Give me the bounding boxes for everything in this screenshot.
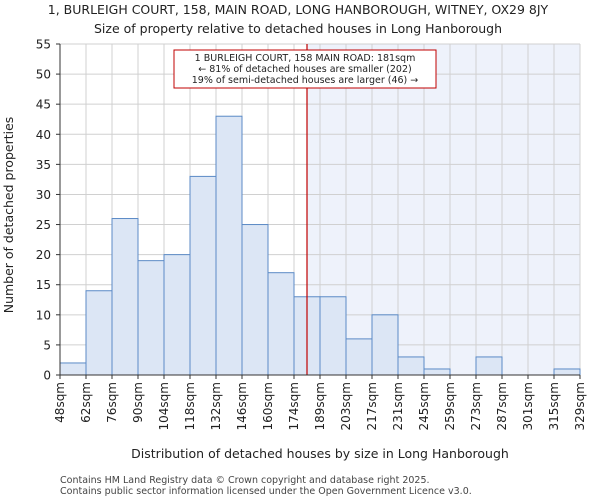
footer-line2: Contains public sector information licen… bbox=[60, 486, 472, 497]
x-tick-label: 104sqm bbox=[157, 382, 171, 430]
histogram-bar bbox=[267, 272, 295, 376]
y-tick-label: 55 bbox=[36, 38, 51, 52]
x-tick-label: 48sqm bbox=[53, 382, 67, 423]
x-tick-label: 329sqm bbox=[573, 382, 587, 430]
x-tick-label: 203sqm bbox=[339, 382, 353, 430]
y-tick-label: 25 bbox=[36, 218, 51, 232]
histogram-bar bbox=[397, 356, 425, 376]
y-tick-label: 50 bbox=[36, 68, 51, 82]
chart-title-line2: Size of property relative to detached ho… bbox=[94, 21, 502, 36]
annotation-line1: 1 BURLEIGH COURT, 158 MAIN ROAD: 181sqm bbox=[195, 53, 416, 64]
histogram-bar bbox=[163, 254, 191, 376]
annotation-line3: 19% of semi-detached houses are larger (… bbox=[192, 75, 419, 86]
histogram-bar bbox=[215, 115, 243, 376]
x-axis-label: Distribution of detached houses by size … bbox=[131, 446, 509, 461]
histogram-bar bbox=[241, 224, 269, 376]
histogram-bar bbox=[85, 290, 113, 376]
x-tick-label: 174sqm bbox=[287, 382, 301, 430]
histogram-bar bbox=[59, 362, 87, 376]
x-tick-label: 315sqm bbox=[547, 382, 561, 430]
chart-title-line1: 1, BURLEIGH COURT, 158, MAIN ROAD, LONG … bbox=[48, 2, 549, 17]
footer-line1: Contains HM Land Registry data © Crown c… bbox=[60, 475, 430, 486]
histogram-bar bbox=[137, 260, 165, 376]
y-tick-label: 10 bbox=[36, 308, 51, 322]
x-tick-label: 146sqm bbox=[235, 382, 249, 430]
x-tick-label: 287sqm bbox=[495, 382, 509, 430]
x-tick-label: 259sqm bbox=[443, 382, 457, 430]
y-axis-label: Number of detached properties bbox=[1, 117, 16, 314]
histogram-bar bbox=[319, 296, 347, 376]
histogram-bar bbox=[345, 338, 373, 376]
annotation-box: 1 BURLEIGH COURT, 158 MAIN ROAD: 181sqm … bbox=[173, 49, 437, 89]
histogram-bar bbox=[423, 368, 451, 376]
larger-region-shade bbox=[307, 44, 580, 375]
x-tick-label: 76sqm bbox=[105, 382, 119, 423]
x-tick-label: 189sqm bbox=[313, 382, 327, 430]
y-tick-label: 45 bbox=[36, 98, 51, 112]
y-tick-label: 40 bbox=[36, 128, 51, 142]
x-tick-label: 231sqm bbox=[391, 382, 405, 430]
x-tick-label: 301sqm bbox=[521, 382, 535, 430]
y-tick-label: 5 bbox=[43, 338, 51, 352]
x-tick-label: 62sqm bbox=[79, 382, 93, 423]
x-tick-label: 160sqm bbox=[261, 382, 275, 430]
y-tick-label: 35 bbox=[36, 158, 51, 172]
y-tick-label: 15 bbox=[36, 278, 51, 292]
annotation-frame bbox=[173, 49, 437, 89]
x-tick-label: 217sqm bbox=[365, 382, 379, 430]
x-tick-label: 90sqm bbox=[131, 382, 145, 423]
annotation-line2: ← 81% of detached houses are smaller (20… bbox=[198, 64, 411, 75]
histogram-bar bbox=[475, 356, 503, 376]
histogram-bar bbox=[111, 218, 139, 376]
y-tick-label: 0 bbox=[43, 369, 51, 383]
x-tick-label: 118sqm bbox=[183, 382, 197, 430]
x-tick-label: 273sqm bbox=[469, 382, 483, 430]
y-tick-label: 30 bbox=[36, 188, 51, 202]
x-tick-label: 132sqm bbox=[209, 382, 223, 430]
histogram-bar bbox=[553, 368, 581, 376]
x-tick-label: 245sqm bbox=[417, 382, 431, 430]
y-tick-label: 20 bbox=[36, 248, 51, 262]
histogram-bar bbox=[189, 175, 217, 376]
histogram-bar bbox=[371, 314, 399, 376]
